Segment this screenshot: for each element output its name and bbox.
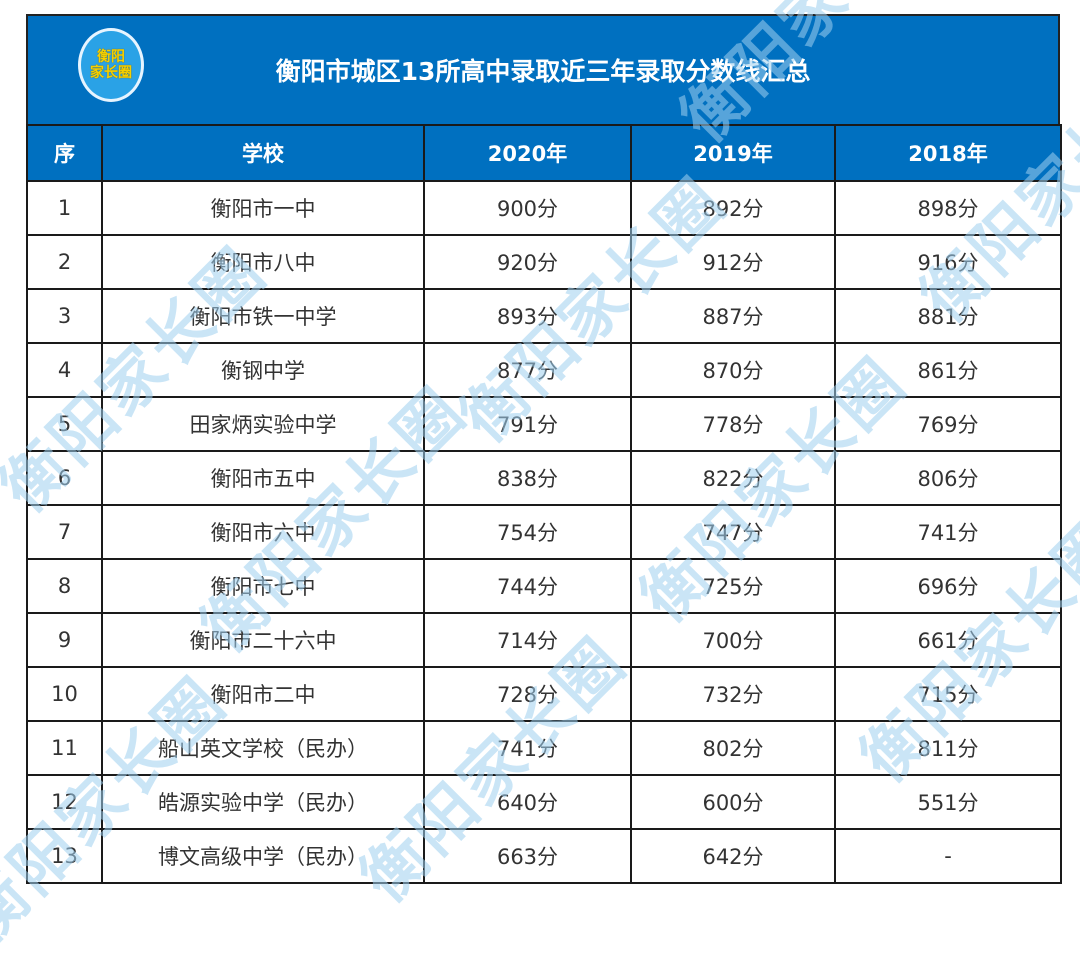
score-2018: 898分 [834, 180, 1062, 236]
score-2019: 642分 [630, 828, 836, 884]
score-2019: 732分 [630, 666, 836, 722]
table-row: 9 衡阳市二十六中 714分 700分 661分 [26, 612, 1062, 668]
table-row: 13 博文高级中学（民办） 663分 642分 - [26, 828, 1062, 884]
school-name: 衡阳市六中 [101, 504, 425, 560]
score-2018: 551分 [834, 774, 1062, 830]
row-index: 2 [26, 234, 103, 290]
table-row: 12 皓源实验中学（民办） 640分 600分 551分 [26, 774, 1062, 830]
logo-text-line2: 家长圈 [90, 65, 132, 81]
school-name: 衡阳市二中 [101, 666, 425, 722]
row-index: 9 [26, 612, 103, 668]
row-index: 5 [26, 396, 103, 452]
score-2018: 806分 [834, 450, 1062, 506]
score-2019: 887分 [630, 288, 836, 344]
table-row: 6 衡阳市五中 838分 822分 806分 [26, 450, 1062, 506]
score-2020: 663分 [423, 828, 632, 884]
row-index: 8 [26, 558, 103, 614]
score-2020: 877分 [423, 342, 632, 398]
row-index: 3 [26, 288, 103, 344]
score-2018: 881分 [834, 288, 1062, 344]
score-2019: 912分 [630, 234, 836, 290]
score-2020: 741分 [423, 720, 632, 776]
table-row: 1 衡阳市一中 900分 892分 898分 [26, 180, 1062, 236]
score-2018: 811分 [834, 720, 1062, 776]
school-name: 衡阳市八中 [101, 234, 425, 290]
score-2020: 920分 [423, 234, 632, 290]
column-header-2020: 2020年 [423, 124, 632, 182]
school-name: 衡阳市五中 [101, 450, 425, 506]
table-row: 3 衡阳市铁一中学 893分 887分 881分 [26, 288, 1062, 344]
score-summary-sheet: 衡阳 家长圈 衡阳市城区13所高中录取近三年录取分数线汇总 序 学校 2020年… [26, 14, 1062, 884]
school-name: 衡阳市一中 [101, 180, 425, 236]
score-2018: 916分 [834, 234, 1062, 290]
row-index: 13 [26, 828, 103, 884]
score-2018: 769分 [834, 396, 1062, 452]
school-name: 衡阳市二十六中 [101, 612, 425, 668]
column-header-school: 学校 [101, 124, 425, 182]
row-index: 6 [26, 450, 103, 506]
score-2020: 838分 [423, 450, 632, 506]
table-header-row: 序 学校 2020年 2019年 2018年 [26, 124, 1062, 182]
school-name: 船山英文学校（民办） [101, 720, 425, 776]
score-2018: 741分 [834, 504, 1062, 560]
school-name: 皓源实验中学（民办） [101, 774, 425, 830]
score-2019: 778分 [630, 396, 836, 452]
score-2018: 696分 [834, 558, 1062, 614]
score-2020: 791分 [423, 396, 632, 452]
school-name: 衡钢中学 [101, 342, 425, 398]
table-row: 7 衡阳市六中 754分 747分 741分 [26, 504, 1062, 560]
score-table: 序 学校 2020年 2019年 2018年 1 衡阳市一中 900分 892分 898… [26, 124, 1062, 884]
score-2020: 640分 [423, 774, 632, 830]
score-2020: 893分 [423, 288, 632, 344]
score-2018: 661分 [834, 612, 1062, 668]
score-2019: 870分 [630, 342, 836, 398]
row-index: 7 [26, 504, 103, 560]
row-index: 10 [26, 666, 103, 722]
row-index: 11 [26, 720, 103, 776]
logo-text-line1: 衡阳 [97, 49, 125, 65]
school-name: 博文高级中学（民办） [101, 828, 425, 884]
table-row: 8 衡阳市七中 744分 725分 696分 [26, 558, 1062, 614]
table-row: 11 船山英文学校（民办） 741分 802分 811分 [26, 720, 1062, 776]
score-2019: 802分 [630, 720, 836, 776]
score-2019: 892分 [630, 180, 836, 236]
score-2018: 715分 [834, 666, 1062, 722]
row-index: 4 [26, 342, 103, 398]
score-2020: 754分 [423, 504, 632, 560]
score-2019: 822分 [630, 450, 836, 506]
page-title: 衡阳市城区13所高中录取近三年录取分数线汇总 [275, 57, 811, 86]
score-2019: 600分 [630, 774, 836, 830]
row-index: 12 [26, 774, 103, 830]
score-2018: - [834, 828, 1062, 884]
table-row: 4 衡钢中学 877分 870分 861分 [26, 342, 1062, 398]
column-header-2018: 2018年 [834, 124, 1062, 182]
score-2020: 714分 [423, 612, 632, 668]
score-2019: 725分 [630, 558, 836, 614]
title-bar: 衡阳 家长圈 衡阳市城区13所高中录取近三年录取分数线汇总 [26, 14, 1060, 124]
score-2019: 700分 [630, 612, 836, 668]
logo-icon: 衡阳 家长圈 [78, 28, 144, 102]
row-index: 1 [26, 180, 103, 236]
score-2020: 900分 [423, 180, 632, 236]
column-header-index: 序 [26, 124, 103, 182]
score-2020: 744分 [423, 558, 632, 614]
score-2019: 747分 [630, 504, 836, 560]
table-row: 10 衡阳市二中 728分 732分 715分 [26, 666, 1062, 722]
school-name: 衡阳市七中 [101, 558, 425, 614]
table-row: 2 衡阳市八中 920分 912分 916分 [26, 234, 1062, 290]
table-row: 5 田家炳实验中学 791分 778分 769分 [26, 396, 1062, 452]
school-name: 田家炳实验中学 [101, 396, 425, 452]
score-2020: 728分 [423, 666, 632, 722]
score-2018: 861分 [834, 342, 1062, 398]
column-header-2019: 2019年 [630, 124, 836, 182]
school-name: 衡阳市铁一中学 [101, 288, 425, 344]
